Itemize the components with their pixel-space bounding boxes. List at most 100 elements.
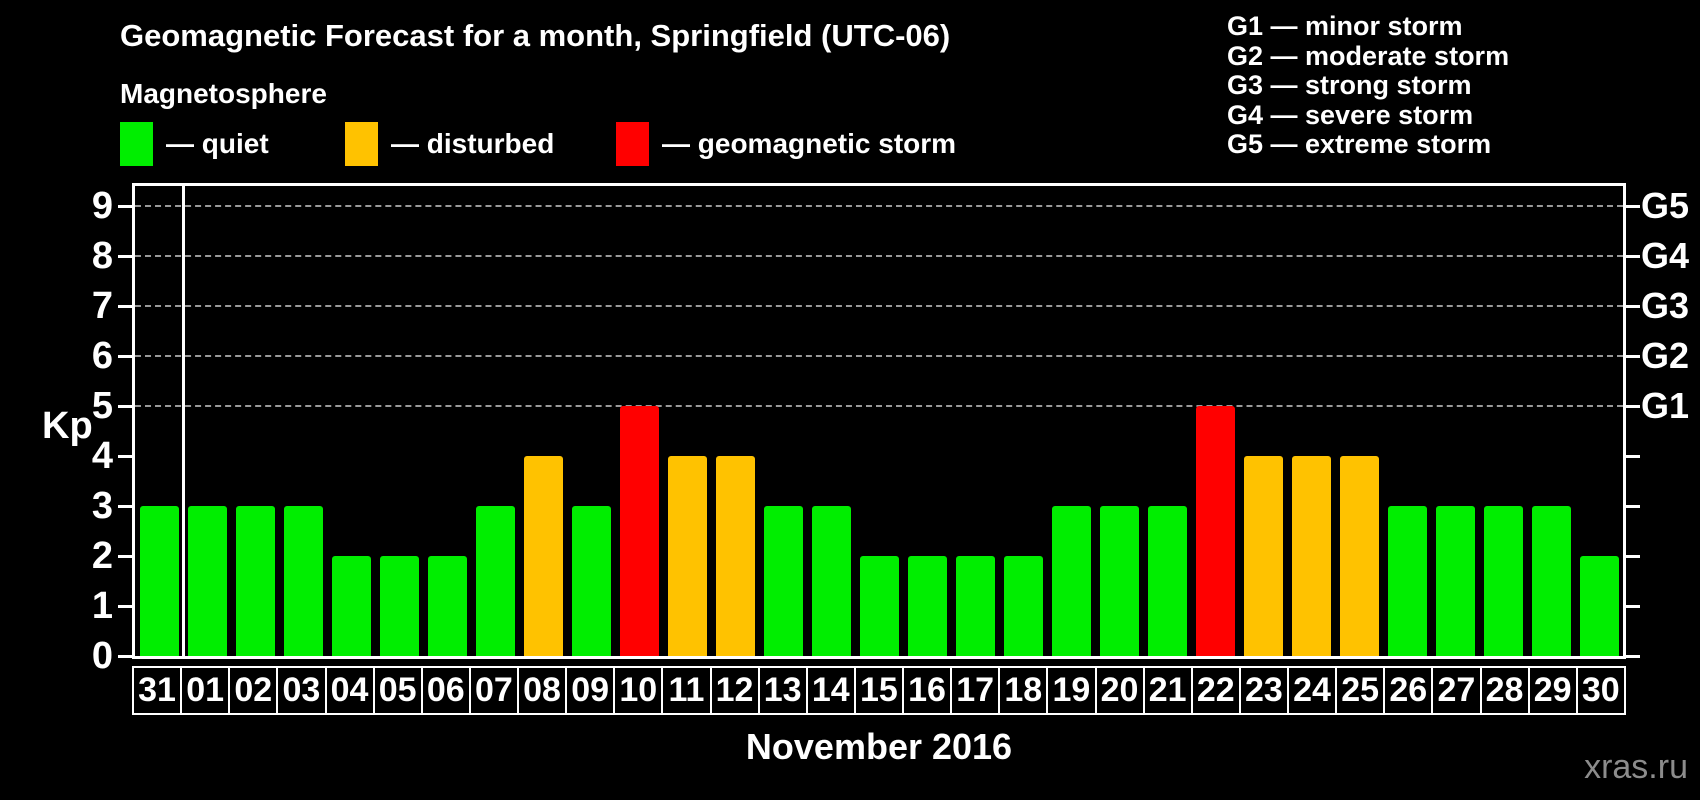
gridline-kp8: [135, 255, 1623, 257]
right-axis-label-g5: G5: [1641, 185, 1690, 226]
y-tick-label-4: 4: [91, 435, 113, 477]
left-tick-kp7: [118, 304, 132, 308]
bar-day-01: [187, 506, 227, 656]
legend-label-quiet: — quiet: [166, 128, 269, 159]
bar-column-05: [375, 186, 423, 656]
bar-column-27: [1431, 186, 1479, 656]
right-tick-kp8: [1626, 254, 1640, 258]
bar-column-25: [1335, 186, 1383, 656]
left-tick-kp2: [118, 554, 132, 558]
bar-day-31: [139, 506, 179, 656]
y-axis-label: Kp: [42, 405, 93, 447]
day-label-30: 30: [1577, 666, 1626, 715]
bar-day-02: [235, 506, 275, 656]
y-tick-label-5: 5: [91, 385, 113, 427]
bar-column-13: [759, 186, 807, 656]
day-label-11: 11: [663, 666, 712, 715]
x-axis-title: November 2016: [745, 726, 1013, 767]
left-tick-kp3: [118, 504, 132, 508]
storm-scale-legend: G1 — minor storm G2 — moderate storm G3 …: [1227, 11, 1509, 160]
bar-day-19: [1051, 506, 1091, 656]
plot-inner: 0 1 2 3 4 5 6 7 8 9 G1 G2 G3 G4 G5: [92, 186, 1689, 677]
day-label-17: 17: [952, 666, 1001, 715]
day-label-22: 22: [1192, 666, 1241, 715]
bar-day-04: [331, 556, 371, 656]
bar-column-19: [1047, 186, 1095, 656]
right-tick-kp3: [1626, 504, 1640, 508]
day-label-03: 03: [278, 666, 327, 715]
bar-column-01: [183, 186, 231, 656]
legend-item-quiet: — quiet: [120, 121, 269, 167]
day-label-14: 14: [807, 666, 856, 715]
day-label-10: 10: [615, 666, 664, 715]
bar-column-04: [327, 186, 375, 656]
bar-column-12: [711, 186, 759, 656]
day-label-28: 28: [1481, 666, 1530, 715]
right-axis-label-g4: G4: [1641, 235, 1690, 276]
bar-day-22: [1195, 406, 1235, 656]
day-label-06: 06: [422, 666, 471, 715]
legend-label-disturbed: — disturbed: [391, 128, 555, 159]
bar-column-03: [279, 186, 327, 656]
gridline-kp9: [135, 205, 1623, 207]
month-boundary-separator: [181, 186, 185, 656]
storm-color-swatch: [616, 122, 649, 166]
bar-day-11: [667, 456, 707, 656]
bar-column-20: [1095, 186, 1143, 656]
bar-day-10: [619, 406, 659, 656]
bar-day-12: [715, 456, 755, 656]
day-label-04: 04: [326, 666, 375, 715]
bar-day-14: [811, 506, 851, 656]
bar-day-23: [1243, 456, 1283, 656]
storm-scale-line-g3: G3 — strong storm: [1227, 70, 1472, 100]
bar-column-16: [903, 186, 951, 656]
y-tick-label-8: 8: [91, 235, 113, 277]
legend-label-storm: — geomagnetic storm: [662, 128, 957, 159]
bar-day-07: [475, 506, 515, 656]
left-tick-kp4: [118, 454, 132, 458]
right-axis-label-g1: G1: [1641, 385, 1690, 426]
left-tick-kp8: [118, 254, 132, 258]
bar-day-08: [523, 456, 563, 656]
y-tick-label-7: 7: [91, 285, 113, 327]
bar-column-09: [567, 186, 615, 656]
right-axis-label-g3: G3: [1641, 285, 1690, 326]
day-label-12: 12: [711, 666, 760, 715]
bar-column-07: [471, 186, 519, 656]
day-label-20: 20: [1096, 666, 1145, 715]
bar-column-15: [855, 186, 903, 656]
bar-day-13: [763, 506, 803, 656]
plot-area: 0 1 2 3 4 5 6 7 8 9 G1 G2 G3 G4 G5: [92, 183, 1689, 677]
left-tick-kp5: [118, 404, 132, 408]
left-tick-kp6: [118, 354, 132, 358]
bar-day-09: [571, 506, 611, 656]
day-label-07: 07: [470, 666, 519, 715]
bar-column-06: [423, 186, 471, 656]
day-label-15: 15: [855, 666, 904, 715]
bar-column-08: [519, 186, 567, 656]
bar-day-20: [1099, 506, 1139, 656]
bar-day-15: [859, 556, 899, 656]
bar-day-05: [379, 556, 419, 656]
bar-column-02: [231, 186, 279, 656]
y-tick-label-9: 9: [91, 185, 113, 227]
bar-day-17: [955, 556, 995, 656]
gridline-kp5: [135, 405, 1623, 407]
bar-day-29: [1531, 506, 1571, 656]
bar-day-06: [427, 556, 467, 656]
storm-scale-line-g1: G1 — minor storm: [1227, 11, 1463, 41]
quiet-color-swatch: [120, 122, 153, 166]
day-label-21: 21: [1144, 666, 1193, 715]
day-label-19: 19: [1048, 666, 1097, 715]
bar-day-28: [1483, 506, 1523, 656]
legend-item-storm: — geomagnetic storm: [616, 121, 956, 167]
disturbed-color-swatch: [345, 122, 378, 166]
bar-column-22: [1191, 186, 1239, 656]
page-title: Geomagnetic Forecast for a month, Spring…: [120, 18, 951, 53]
day-label-05: 05: [374, 666, 423, 715]
bars-container: [135, 186, 1623, 656]
bar-day-25: [1339, 456, 1379, 656]
right-tick-kp6: [1626, 354, 1640, 358]
y-tick-label-3: 3: [91, 485, 113, 527]
bar-column-24: [1287, 186, 1335, 656]
